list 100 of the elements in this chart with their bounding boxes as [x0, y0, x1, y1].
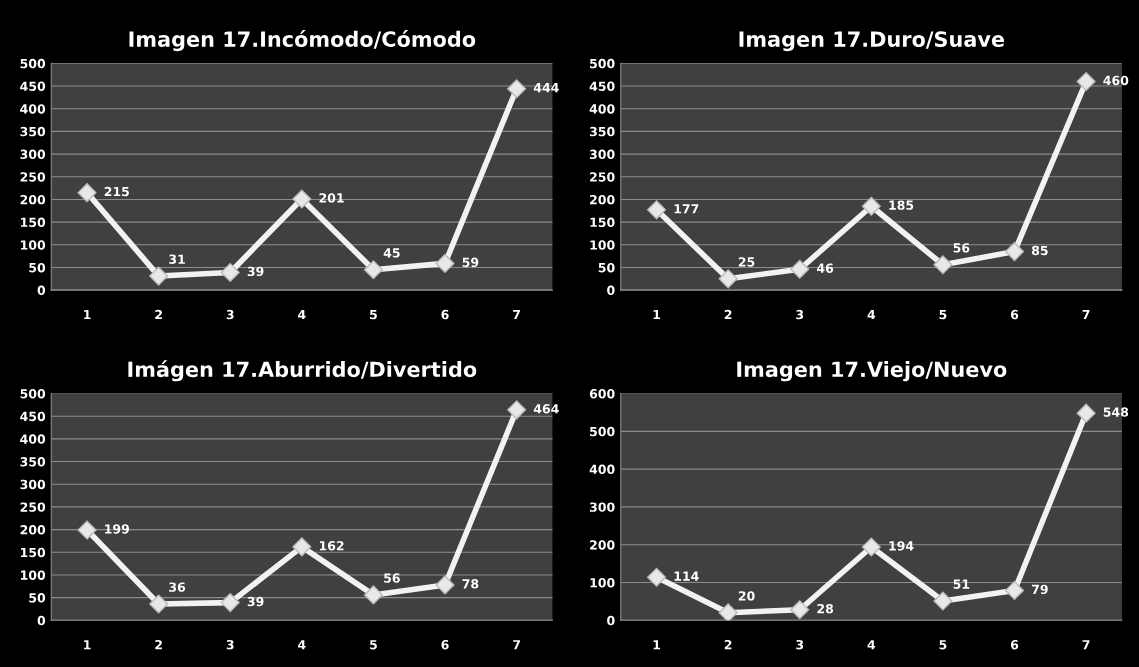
y-tick-label: 100 [590, 240, 615, 250]
point [220, 593, 240, 613]
x-tick-label: 2 [724, 639, 732, 650]
point [933, 591, 953, 611]
chart-title: Imagen 17.Viejo/Nuevo [737, 361, 1007, 382]
y-tick-label: 300 [20, 149, 46, 159]
y-tick-label: 100 [590, 577, 615, 588]
y-tick-label: 300 [20, 479, 46, 490]
y-tick-label: 500 [590, 58, 615, 69]
x-tick-label: 2 [155, 639, 162, 650]
x-tick-label: 6 [1010, 639, 1019, 650]
data-label: 59 [462, 257, 479, 268]
y-tick-label: 200 [590, 540, 615, 550]
y-tick-label: 600 [589, 389, 615, 399]
point [790, 600, 810, 620]
y-tick-label: 300 [589, 502, 615, 512]
y-tick-label: 50 [598, 262, 615, 273]
data-label: 199 [105, 524, 130, 534]
y-tick-label: 250 [20, 172, 46, 182]
y-tick-label: 500 [20, 58, 46, 69]
x-tick-label: 5 [939, 309, 947, 320]
data-label: 85 [1031, 245, 1048, 256]
y-tick-label: 300 [589, 149, 615, 159]
y-tick-label: 250 [590, 172, 615, 182]
y-tick-label: 400 [20, 104, 46, 114]
point [292, 537, 312, 557]
x-tick-label: 1 [653, 309, 661, 320]
data-label: 444 [533, 83, 559, 93]
point [1004, 580, 1025, 600]
point [363, 585, 383, 605]
x-tick-label: 3 [796, 639, 804, 650]
x-tick-label: 1 [84, 309, 91, 320]
point [647, 200, 667, 220]
data-label: 460 [1103, 75, 1129, 86]
x-tick-label: 7 [1082, 309, 1090, 320]
data-label: 20 [738, 591, 755, 601]
x-tick-label: 6 [441, 639, 449, 650]
point [718, 603, 738, 621]
x-tick-label: 3 [226, 639, 234, 650]
point [507, 400, 527, 420]
y-tick-label: 350 [20, 457, 46, 467]
data-label: 56 [953, 243, 970, 253]
y-tick-label: 200 [20, 525, 46, 535]
y-tick-label: 450 [20, 81, 46, 91]
data-label: 79 [1032, 584, 1048, 595]
data-label: 39 [247, 596, 264, 607]
x-tick-label: 4 [867, 640, 876, 650]
y-tick-label: 100 [21, 570, 46, 580]
chart-title: Imagen 17.Incómodo/Cómodo [129, 30, 476, 52]
data-label: 114 [674, 571, 699, 581]
y-tick-label: 250 [20, 502, 46, 512]
y-tick-label: 450 [20, 411, 46, 422]
x-tick-label: 7 [513, 640, 520, 650]
y-tick-label: 400 [20, 434, 46, 444]
x-tick-label: 5 [370, 640, 377, 650]
point [718, 269, 738, 289]
point [1076, 403, 1096, 423]
y-tick-label: 200 [590, 194, 615, 205]
point [1004, 242, 1025, 262]
y-tick-label: 150 [590, 217, 615, 228]
data-label: 39 [247, 266, 264, 277]
y-tick-label: 500 [20, 389, 46, 399]
y-tick-label: 100 [21, 240, 46, 250]
x-tick-label: 2 [724, 309, 732, 320]
data-label: 215 [104, 186, 129, 197]
point [220, 262, 240, 282]
x-tick-label: 4 [298, 640, 306, 650]
point [790, 259, 810, 279]
data-label: 25 [738, 257, 755, 267]
x-tick-label: 4 [298, 309, 306, 320]
y-tick-label: 350 [589, 126, 615, 137]
point [1076, 71, 1096, 92]
x-tick-label: 5 [939, 640, 947, 650]
y-tick-label: 50 [29, 262, 46, 273]
x-tick-label: 2 [155, 309, 162, 320]
y-tick-label: 150 [21, 217, 46, 228]
x-tick-label: 5 [370, 309, 377, 320]
y-tick-label: 450 [589, 81, 615, 91]
x-tick-label: 1 [653, 640, 661, 650]
data-label: 185 [889, 200, 914, 210]
point [933, 255, 953, 275]
point [435, 253, 455, 273]
x-tick-label: 3 [226, 309, 234, 320]
y-tick-label: 0 [37, 615, 46, 626]
chart-title: Imagen 17.Duro/Suave [739, 31, 1005, 52]
y-tick-label: 0 [607, 615, 615, 626]
point [149, 594, 169, 614]
data-label: 31 [169, 254, 185, 264]
point [77, 183, 97, 203]
point [435, 575, 455, 595]
data-label: 45 [383, 248, 400, 258]
data-label: 177 [674, 204, 699, 214]
data-label: 78 [462, 579, 479, 589]
data-label: 36 [169, 582, 186, 592]
point [149, 266, 169, 286]
point [507, 79, 527, 99]
x-tick-label: 6 [1010, 309, 1019, 320]
point [363, 260, 383, 280]
point [861, 196, 881, 216]
y-tick-label: 400 [589, 464, 615, 475]
